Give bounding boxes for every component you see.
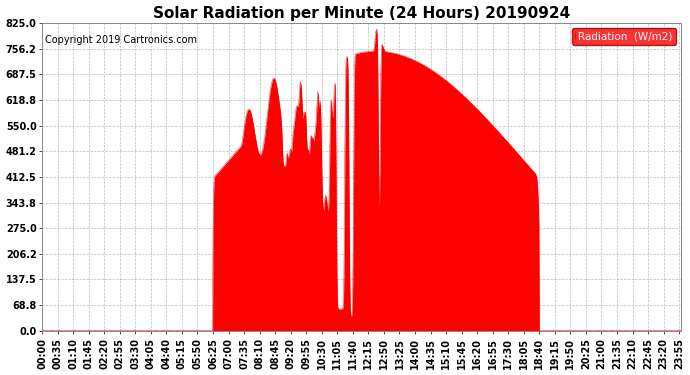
Text: Copyright 2019 Cartronics.com: Copyright 2019 Cartronics.com <box>46 35 197 45</box>
Title: Solar Radiation per Minute (24 Hours) 20190924: Solar Radiation per Minute (24 Hours) 20… <box>153 6 570 21</box>
Legend: Radiation  (W/m2): Radiation (W/m2) <box>572 28 676 45</box>
